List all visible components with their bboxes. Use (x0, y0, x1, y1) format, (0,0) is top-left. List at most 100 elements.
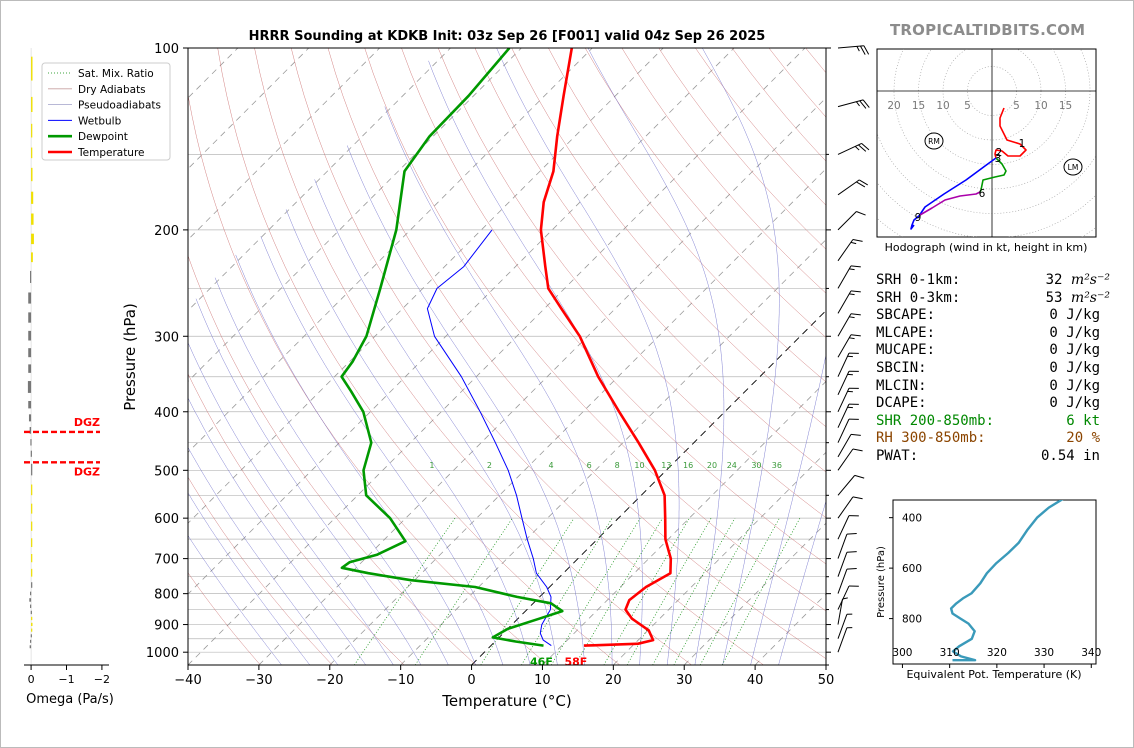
y-tick-label: 800 (154, 588, 179, 603)
x-tick-label: −10 (387, 673, 414, 688)
omega-bar (31, 622, 33, 626)
omega-bar (29, 598, 32, 602)
wind-barb (837, 403, 859, 428)
omega-bar (31, 568, 33, 577)
stat-label: SHR 200-850mb: (876, 412, 995, 429)
omega-tick-label: −1 (58, 673, 74, 686)
isotherm-line (188, 48, 380, 241)
legend-box (41, 62, 171, 161)
stat-value: 20 % (1066, 430, 1100, 447)
hodograph-inner: 20 15 10 5 5 10 15 1 23 6 9 RM LM (877, 49, 1096, 237)
stat-label: SRH 0-1km: (876, 272, 961, 288)
sat-mix-label: 1 (429, 461, 434, 470)
stat-row: MUCAPE: 0 J/kg (876, 342, 1116, 360)
stat-label: MLCIN: (876, 377, 927, 394)
hodograph-height-label: 3 (995, 153, 1002, 165)
dgz-label: DGZ (74, 465, 100, 478)
theta-e-ylabel: Pressure (hPa) (876, 546, 887, 618)
legend-entry: Pseudoadiabats (78, 100, 161, 112)
isotherm-line (329, 168, 826, 665)
omega-tick-label: 0 (28, 673, 35, 686)
stat-value: 0 J/kg (1049, 395, 1100, 412)
sounding-traces (340, 48, 673, 647)
stat-row: SRH 0-1km: 32 m²s⁻² (876, 272, 1116, 290)
theta-e-x-tick-label: 330 (1034, 647, 1054, 659)
wind-barb (837, 179, 868, 196)
pseudo-adiabat (750, 353, 826, 665)
hodograph-height-label: 1 (1019, 138, 1026, 150)
omega-bar (31, 213, 34, 225)
stat-row: PWAT: 0.54 in (876, 448, 1116, 466)
theta-e-border (892, 499, 1097, 665)
omega-bar (28, 400, 32, 409)
wind-barb (837, 585, 859, 610)
hodograph-ring-label: 15 (1059, 100, 1072, 112)
wind-barb (837, 474, 865, 496)
omega-bar (28, 292, 32, 304)
omega-bar (28, 348, 32, 358)
wind-barb (837, 418, 859, 443)
x-tick-label: 20 (605, 673, 622, 688)
storm-motion-label: RM (928, 137, 940, 146)
omega-bar (30, 270, 32, 283)
legend-entry: Dry Adiabats (78, 84, 146, 96)
omega-bar (30, 439, 32, 446)
legend-entry: Sat. Mix. Ratio (78, 68, 154, 80)
y-tick-label: 400 (154, 406, 179, 421)
omega-bar (31, 96, 33, 112)
pseudo-adiabat (188, 492, 310, 665)
omega-bar (27, 381, 32, 393)
theta-e-y-tick-label: 800 (902, 614, 922, 626)
hodograph-height-label: 2 (996, 147, 1003, 159)
wind-barb (837, 387, 859, 413)
hodograph-label: Hodograph (wind in kt, height in km) (885, 241, 1088, 254)
y-axis-label: Pressure (hPa) (121, 303, 139, 411)
omega-bar (31, 538, 33, 548)
hodograph-ring-label: 10 (936, 100, 949, 112)
stat-row: MLCIN: 0 J/kg (876, 378, 1116, 396)
stat-row: SBCAPE: 0 J/kg (876, 307, 1116, 325)
dry-adiabat (548, 48, 826, 383)
isotherm-line (188, 48, 806, 665)
pseudo-adiabat (384, 106, 613, 665)
hodograph-ring-label: 5 (1013, 100, 1020, 112)
wind-barb (837, 142, 870, 155)
wind-barb (837, 313, 861, 337)
x-tick-label: 0 (467, 673, 475, 688)
omega-bar (31, 56, 33, 81)
storm-motion-marker (924, 132, 944, 150)
stat-row: SRH 0-3km: 53 m²s⁻² (876, 290, 1116, 308)
dry-adiabat (401, 48, 826, 565)
wind-barb (837, 433, 861, 458)
theta-e-x-tick-label: 320 (987, 647, 1007, 659)
surface-temperature-label: 58F (564, 656, 587, 669)
theta-e-x-tick-label: 310 (940, 647, 960, 659)
stat-label: MUCAPE: (876, 342, 936, 359)
wind-barb (837, 551, 857, 577)
omega-bar (29, 427, 32, 434)
omega-bar (31, 521, 33, 531)
hodograph-ring-label: 20 (887, 100, 900, 112)
hodograph-ring-label: 15 (912, 100, 925, 112)
dry-adiabat (290, 48, 764, 665)
y-tick-label: 200 (154, 224, 179, 239)
isotherm-line (258, 97, 826, 665)
legend-entry: Temperature (77, 147, 145, 159)
sat-mix-line (699, 518, 780, 665)
hodograph-trace (910, 214, 921, 230)
stat-label: RH 300-850mb: (876, 430, 986, 447)
wind-barb (837, 515, 859, 540)
omega-bar (31, 191, 34, 204)
wind-barb (837, 334, 861, 358)
pseudo-adiabat (587, 48, 725, 665)
wind-barb (837, 352, 859, 377)
y-tick-label: 100 (154, 42, 179, 57)
pseudo-adiabat (778, 500, 826, 665)
temperature-line (539, 48, 673, 647)
sat-mix-line (626, 518, 712, 665)
theta-e-x-tick-label: 340 (1081, 647, 1101, 659)
stats-panel: SRH 0-1km: 32 m²s⁻² SRH 0-3km: 53 m²s⁻² SBCA… (876, 272, 1116, 466)
sat-mix-label: 4 (548, 461, 553, 470)
hodograph-panel: 20 15 10 5 5 10 15 1 23 6 9 RM LM (876, 48, 1097, 238)
